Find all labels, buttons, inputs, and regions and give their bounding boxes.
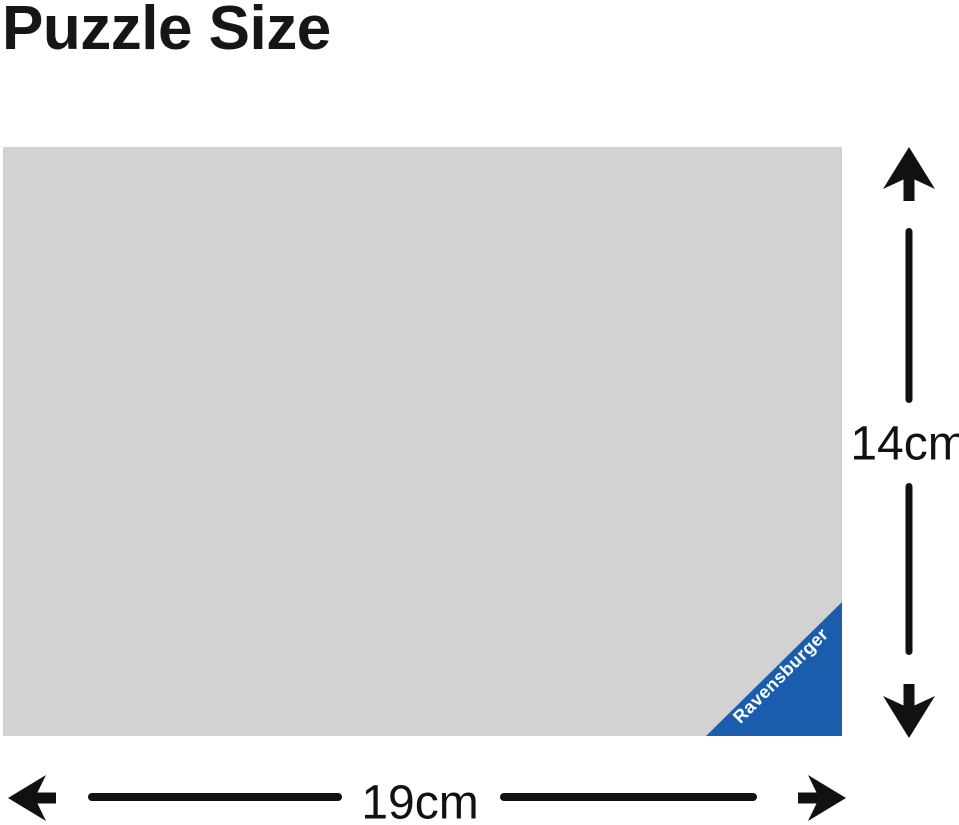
brand-corner-ribbon: Ravensburger [706,602,842,736]
width-dimension: 19cm [8,774,846,825]
puzzle-preview: Ravensburger [3,147,842,736]
width-dimension-line-right [500,793,757,801]
width-dimension-line-left [88,793,342,801]
brand-label: Ravensburger [729,624,833,728]
page-title: Puzzle Size [2,0,331,63]
arrow-down-icon [883,684,935,738]
arrow-right-icon [798,775,846,821]
arrow-left-icon [8,775,56,821]
arrow-up-icon [883,147,935,201]
width-label: 19cm [361,776,479,825]
height-dimension: 14cm [850,147,959,738]
height-dimension-line-top [905,228,913,403]
height-label: 14cm [850,417,959,471]
height-dimension-line-bottom [905,483,913,655]
